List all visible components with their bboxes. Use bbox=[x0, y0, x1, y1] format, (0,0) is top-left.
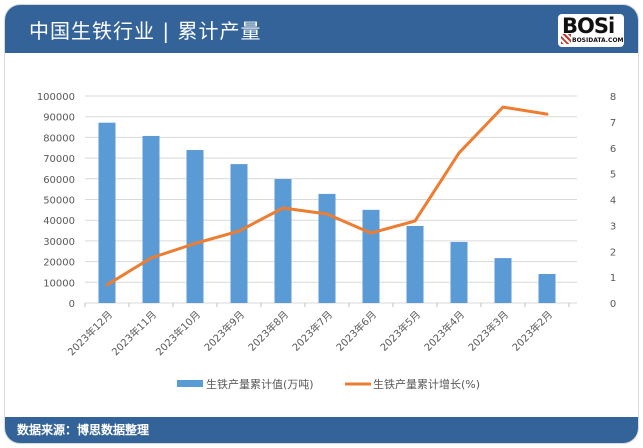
bar bbox=[538, 274, 556, 303]
y-left-tick: 0 bbox=[69, 299, 75, 310]
y-left-tick: 20000 bbox=[43, 258, 75, 269]
y-left-tick: 10000 bbox=[43, 278, 75, 289]
x-label: 2023年6月 bbox=[333, 308, 379, 354]
bar bbox=[230, 164, 248, 303]
header-band: 中国生铁行业 | 累计产量 BOSi BOSIDATA.COM bbox=[5, 5, 638, 53]
y-left-tick: 80000 bbox=[43, 133, 75, 144]
legend-bar-label: 生铁产量累计值(万吨) bbox=[206, 377, 314, 391]
x-label: 2023年5月 bbox=[377, 308, 423, 354]
legend-line-label: 生铁产量累计增长(%) bbox=[373, 377, 480, 391]
logo-stripe-icon bbox=[561, 34, 571, 44]
y-left-tick: 70000 bbox=[43, 154, 75, 165]
y-right-tick: 6 bbox=[610, 144, 616, 155]
x-label: 2023年3月 bbox=[465, 308, 511, 354]
y-right-tick: 5 bbox=[610, 170, 616, 181]
y-right-tick: 7 bbox=[610, 118, 616, 129]
x-label: 2023年4月 bbox=[421, 308, 467, 354]
bosi-logo: BOSi BOSIDATA.COM bbox=[558, 14, 624, 47]
x-label: 2023年12月 bbox=[65, 308, 115, 358]
x-label: 2023年10月 bbox=[153, 308, 203, 358]
combo-chart: 0 10000 20000 30000 40000 50000 60000 70000 8000… bbox=[37, 92, 616, 391]
bar bbox=[362, 209, 380, 303]
bar bbox=[186, 150, 204, 303]
page-title: 中国生铁行业 | 累计产量 bbox=[29, 19, 262, 43]
x-label: 2023年9月 bbox=[201, 308, 247, 354]
y-right-tick: 8 bbox=[610, 92, 616, 103]
logo-subtext: BOSIDATA.COM bbox=[572, 37, 624, 44]
y-right-tick: 4 bbox=[610, 196, 616, 207]
bar bbox=[274, 179, 292, 303]
y-right-tick: 2 bbox=[610, 247, 616, 258]
x-label: 2023年2月 bbox=[509, 308, 555, 354]
bar bbox=[450, 241, 468, 303]
bar bbox=[318, 193, 336, 303]
x-label: 2023年7月 bbox=[289, 308, 335, 354]
y-right-tick: 0 bbox=[610, 299, 616, 310]
y-left-tick: 90000 bbox=[43, 113, 75, 124]
legend-bar-swatch bbox=[177, 380, 203, 387]
bar bbox=[406, 225, 424, 303]
bar bbox=[142, 135, 160, 303]
y-right-tick: 1 bbox=[610, 273, 616, 284]
footer-band: 数据来源：博思数据整理 bbox=[5, 417, 638, 443]
bar bbox=[98, 122, 116, 303]
data-source: 数据来源：博思数据整理 bbox=[17, 423, 150, 437]
x-label: 2023年11月 bbox=[109, 308, 159, 358]
y-left-tick: 30000 bbox=[43, 237, 75, 248]
y-left-tick: 50000 bbox=[43, 196, 75, 207]
growth-line bbox=[105, 105, 549, 287]
y-left-tick: 100000 bbox=[37, 92, 75, 103]
y-left-tick: 40000 bbox=[43, 216, 75, 227]
chart-card: 中国生铁行业 | 累计产量 BOSi BOSIDATA.COM 0 10000 20… bbox=[4, 4, 639, 444]
bar bbox=[494, 258, 512, 303]
y-right-tick: 3 bbox=[610, 221, 616, 232]
x-label: 2023年8月 bbox=[245, 308, 291, 354]
y-left-tick: 60000 bbox=[43, 175, 75, 186]
